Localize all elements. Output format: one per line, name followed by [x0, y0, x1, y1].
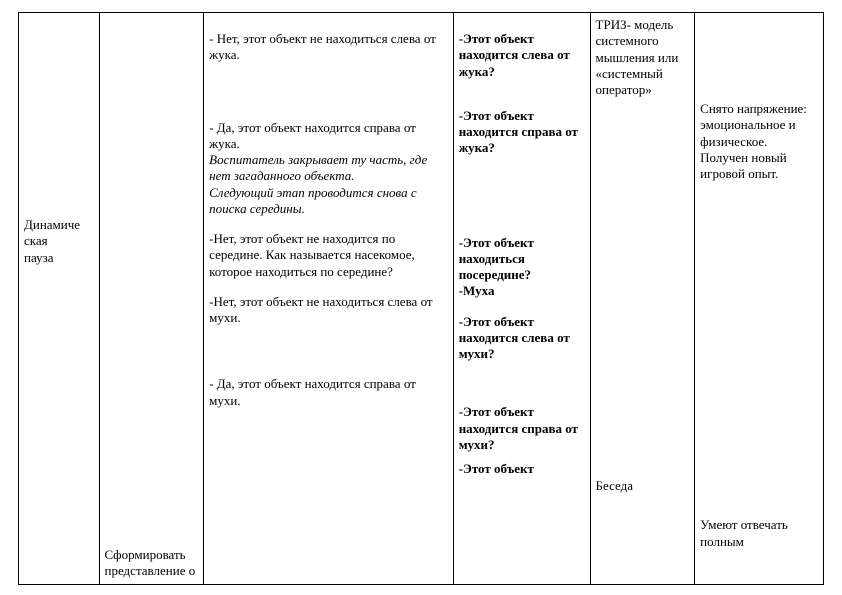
cell-phase: Динамическаяпауза	[19, 13, 100, 585]
cell-method: ТРИЗ- модель системного мышления или «си…	[590, 13, 695, 585]
phase-label: Динамическаяпауза	[24, 217, 94, 266]
cell-result: Снято напряжение: эмоциональное и физиче…	[695, 13, 824, 585]
method-t1: ТРИЗ- модель системного мышления или «си…	[596, 17, 690, 98]
teacher-p2: - Да, этот объект находится справа от жу…	[209, 120, 448, 153]
teacher-p4: -Нет, этот объект не находится по середи…	[209, 231, 448, 280]
result-r1: Снято напряжение: эмоциональное и физиче…	[700, 101, 818, 182]
teacher-p6: - Да, этот объект находится справа от му…	[209, 376, 448, 409]
method-t2: Беседа	[596, 478, 690, 494]
table-row: Динамическаяпауза Сформировать представл…	[19, 13, 824, 585]
cell-teacher-speech: - Нет, этот объект не находиться слева о…	[204, 13, 454, 585]
child-q1: -Этот объект находится слева от жука?	[459, 31, 585, 80]
child-q3: -Этот объект находиться посередине?-Муха	[459, 235, 585, 300]
lesson-plan-table: Динамическаяпауза Сформировать представл…	[18, 12, 824, 585]
teacher-p3: Воспитатель закрывает ту часть, где нет …	[209, 152, 448, 217]
result-r2: Умеют отвечать полным	[700, 517, 818, 550]
child-q4: -Этот объект находится слева от мухи?	[459, 314, 585, 363]
child-q5: -Этот объект находится справа от мухи?	[459, 404, 585, 453]
child-q6: -Этот объект	[459, 461, 585, 477]
teacher-p5: -Нет, этот объект не находиться слева от…	[209, 294, 448, 327]
cell-child-speech: -Этот объект находится слева от жука? -Э…	[453, 13, 590, 585]
cell-goal: Сформировать представление о	[99, 13, 204, 585]
teacher-p1: - Нет, этот объект не находиться слева о…	[209, 31, 448, 64]
child-q2: -Этот объект находится справа от жука?	[459, 108, 585, 157]
goal-text: Сформировать представление о	[105, 547, 199, 580]
